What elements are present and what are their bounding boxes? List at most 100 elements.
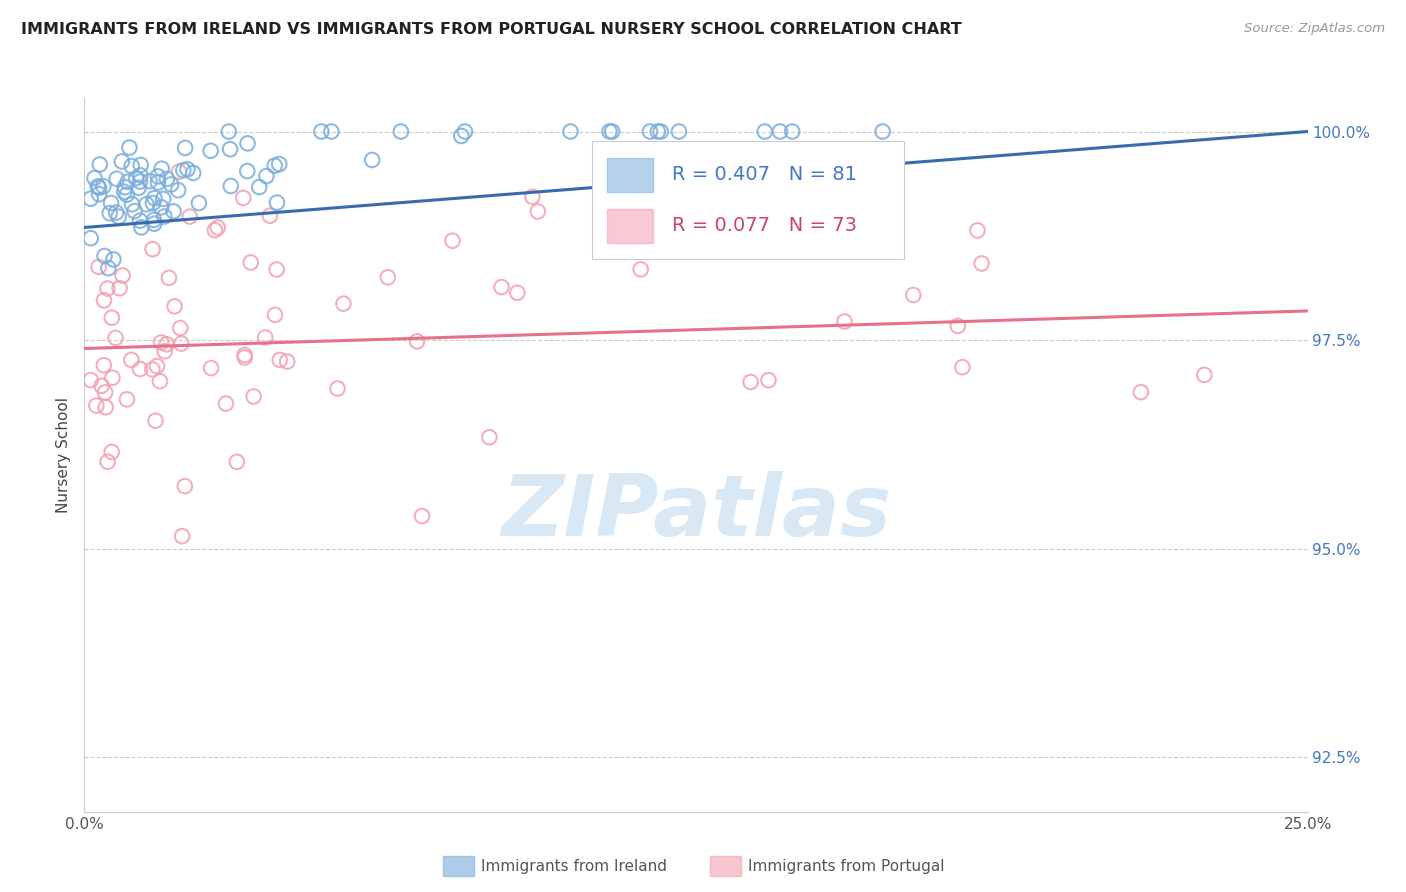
Point	[269, 157, 291, 171]
Point	[153, 210, 176, 224]
Y-axis label: Nursery School: Nursery School	[56, 397, 72, 513]
Point	[167, 183, 190, 197]
Point	[219, 142, 242, 156]
Point	[79, 192, 101, 206]
Point	[143, 217, 166, 231]
Point	[100, 445, 122, 459]
FancyBboxPatch shape	[606, 158, 654, 193]
Text: ZIPatlas: ZIPatlas	[501, 470, 891, 554]
Point	[156, 172, 179, 186]
Point	[218, 124, 240, 138]
Point	[200, 361, 222, 376]
Point	[142, 213, 165, 227]
Point	[87, 260, 110, 274]
FancyBboxPatch shape	[606, 209, 654, 243]
Point	[131, 220, 153, 235]
Point	[112, 185, 135, 199]
Point	[266, 195, 288, 210]
Point	[647, 124, 669, 138]
Point	[93, 358, 115, 372]
Point	[219, 179, 242, 194]
Point	[143, 191, 166, 205]
Point	[321, 124, 343, 138]
Point	[87, 181, 110, 195]
Point	[441, 234, 464, 248]
Point	[105, 171, 128, 186]
Point	[239, 255, 262, 269]
Point	[121, 197, 143, 211]
Point	[650, 124, 672, 138]
Point	[450, 128, 472, 143]
Point	[160, 178, 183, 192]
Point	[118, 140, 141, 154]
Point	[163, 299, 186, 313]
Point	[80, 373, 103, 387]
Point	[162, 204, 184, 219]
Point	[117, 175, 139, 189]
Point	[83, 171, 105, 186]
Point	[150, 200, 173, 214]
Point	[236, 164, 259, 178]
Point	[454, 124, 477, 138]
Point	[411, 509, 433, 524]
Point	[1194, 368, 1216, 382]
Point	[780, 124, 803, 138]
Point	[332, 296, 354, 310]
Text: Immigrants from Ireland: Immigrants from Ireland	[481, 859, 666, 873]
Point	[769, 124, 792, 138]
Point	[129, 169, 152, 183]
Point	[966, 223, 988, 237]
Point	[94, 385, 117, 400]
Point	[96, 281, 118, 295]
Point	[115, 392, 138, 407]
Point	[97, 261, 120, 276]
Point	[93, 249, 115, 263]
Point	[247, 180, 270, 194]
Point	[952, 360, 974, 375]
Point	[172, 529, 194, 543]
Point	[111, 154, 134, 169]
Point	[150, 161, 173, 176]
Point	[101, 310, 124, 325]
Point	[97, 455, 120, 469]
Point	[125, 171, 148, 186]
Point	[84, 399, 107, 413]
Point	[101, 371, 124, 385]
Point	[120, 353, 142, 368]
FancyBboxPatch shape	[592, 141, 904, 259]
Point	[89, 157, 111, 171]
Point	[232, 191, 254, 205]
Point	[903, 288, 925, 302]
Text: R = 0.407   N = 81: R = 0.407 N = 81	[672, 165, 856, 184]
Point	[598, 124, 620, 138]
Point	[93, 179, 115, 194]
Point	[668, 124, 690, 138]
Point	[970, 256, 993, 270]
Text: Immigrants from Portugal: Immigrants from Portugal	[748, 859, 945, 873]
Point	[236, 136, 259, 151]
Point	[157, 270, 180, 285]
Point	[263, 159, 285, 173]
Point	[87, 187, 110, 202]
Point	[105, 205, 128, 219]
Point	[478, 430, 501, 444]
Point	[153, 344, 176, 359]
Point	[200, 144, 222, 158]
Point	[152, 192, 174, 206]
Point	[128, 181, 150, 195]
Point	[124, 204, 146, 219]
Point	[638, 124, 661, 138]
Point	[135, 197, 157, 211]
Point	[94, 401, 117, 415]
Point	[100, 196, 122, 211]
Point	[233, 351, 256, 365]
Point	[121, 159, 143, 173]
Point	[93, 293, 115, 308]
Point	[115, 187, 138, 202]
Point	[377, 270, 399, 285]
Point	[179, 210, 201, 224]
Point	[176, 162, 198, 177]
Point	[225, 455, 247, 469]
Point	[259, 209, 281, 223]
Point	[946, 318, 969, 333]
